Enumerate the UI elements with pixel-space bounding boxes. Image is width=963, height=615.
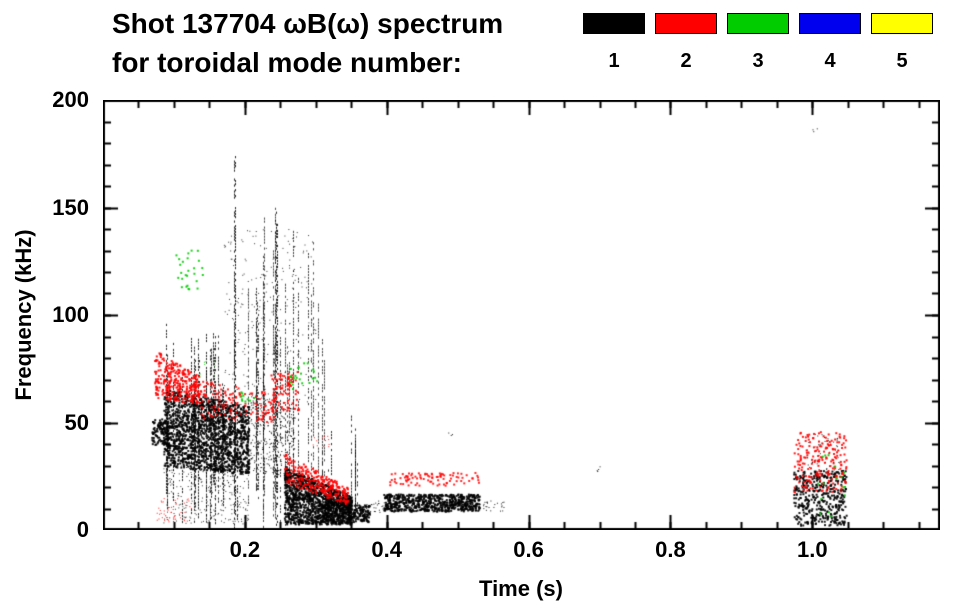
legend-label: 2 [680, 50, 692, 72]
legend-label: 1 [608, 50, 620, 72]
chart-subtitle: for toroidal mode number: [112, 47, 462, 78]
legend: 1 2 3 4 5 [583, 13, 933, 73]
spectrogram-canvas [103, 100, 940, 530]
y-tick-label: 50 [64, 409, 89, 435]
legend-item-4: 4 [799, 13, 861, 73]
legend-swatch [727, 13, 789, 34]
y-axis-label: Frequency (kHz) [11, 229, 36, 401]
chart-titles: Shot 137704 ωB(ω) spectrum for toroidal … [112, 4, 503, 82]
legend-item-1: 1 [583, 13, 645, 73]
legend-label: 3 [752, 50, 764, 72]
legend-item-3: 3 [727, 13, 789, 73]
plot-area [103, 100, 940, 530]
x-tick-label: 0.4 [371, 537, 403, 562]
y-tick-label: 0 [76, 517, 89, 542]
x-axis-label: Time (s) [479, 576, 563, 601]
legend-item-2: 2 [655, 13, 717, 73]
x-tick-label: 0.6 [513, 537, 544, 562]
chart-title: Shot 137704 ωB(ω) spectrum [112, 8, 504, 39]
legend-label: 5 [896, 50, 908, 72]
legend-label: 4 [824, 50, 836, 72]
y-tick-label: 100 [52, 302, 89, 327]
x-tick-label: 0.2 [229, 537, 261, 562]
y-tick-label: 150 [52, 194, 89, 220]
y-axis-tick-labels: 0 50 100 150 200 [0, 87, 95, 542]
y-tick-label: 200 [52, 87, 89, 112]
x-axis-tick-labels: 0.2 0.4 0.6 0.8 1.0 [103, 537, 940, 565]
legend-item-5: 5 [871, 13, 933, 73]
x-tick-label: 1.0 [797, 537, 828, 562]
legend-swatch [871, 13, 933, 34]
legend-swatch [799, 13, 861, 34]
x-tick-label: 0.8 [655, 537, 686, 562]
legend-swatch [583, 13, 645, 34]
legend-swatch [655, 13, 717, 34]
